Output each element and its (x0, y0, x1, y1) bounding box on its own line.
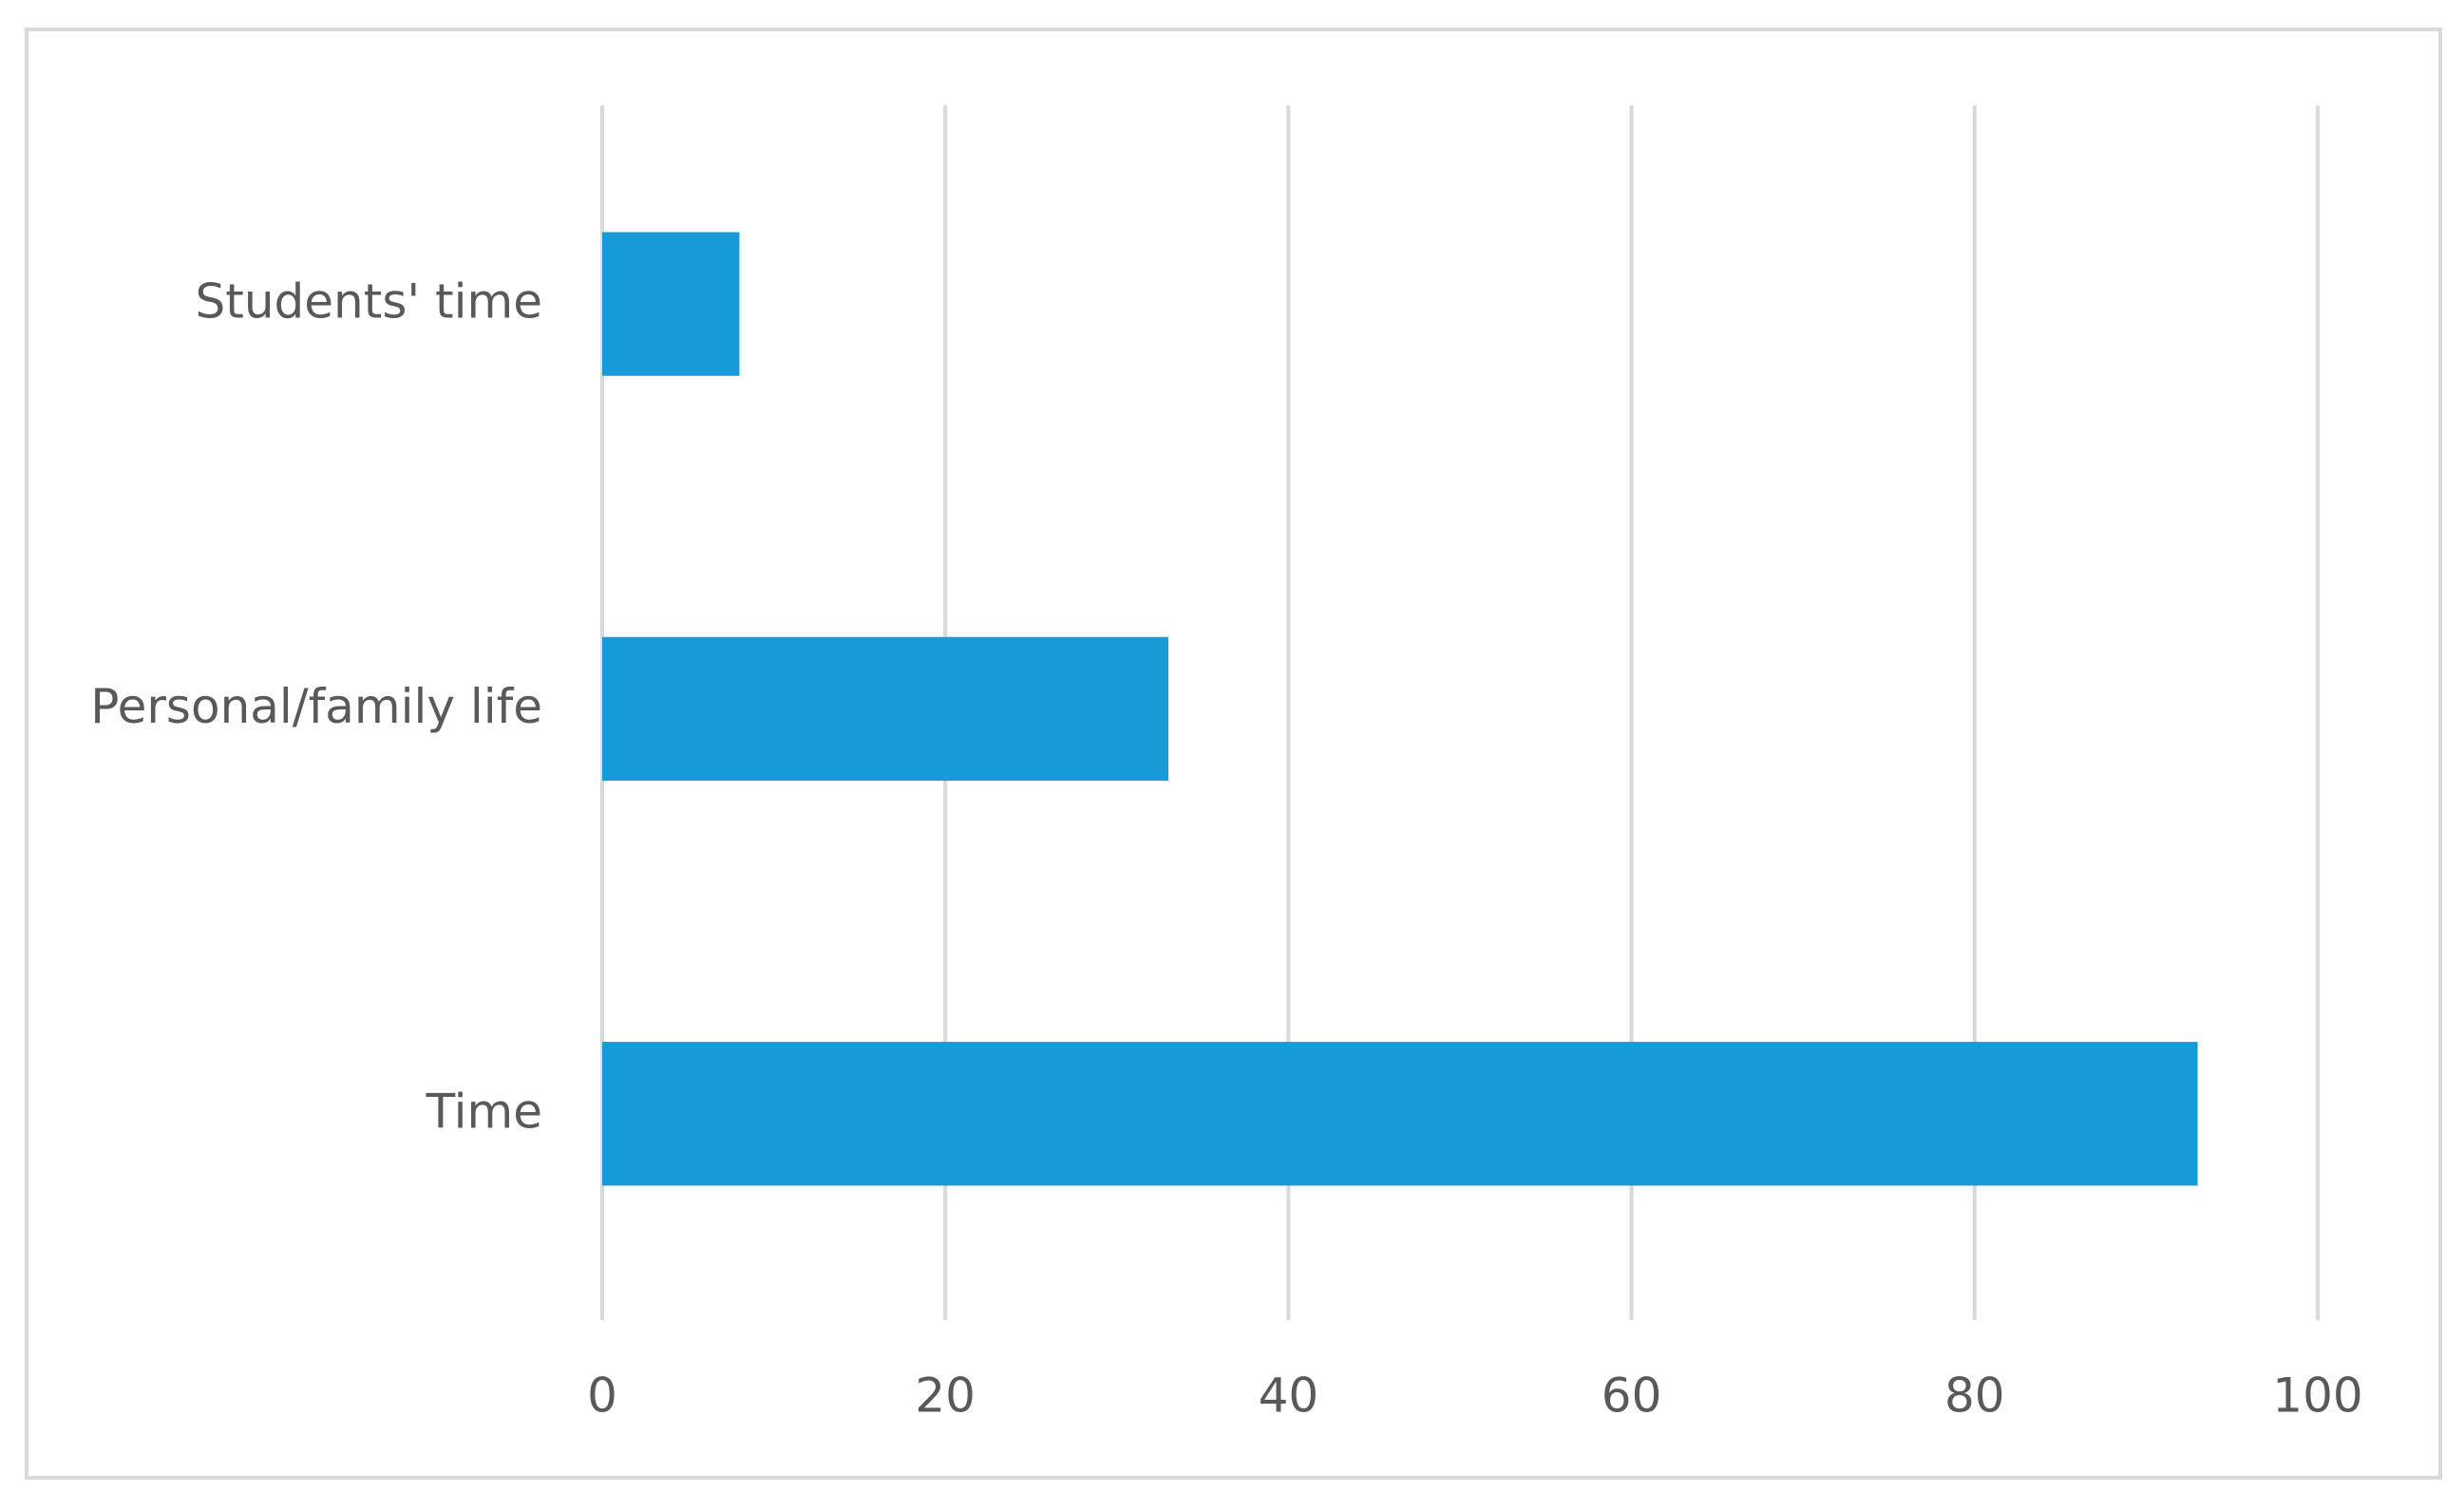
x-tick-label: 40 (1259, 1368, 1319, 1424)
x-tick-label: 60 (1602, 1368, 1662, 1424)
bar (602, 1042, 2198, 1186)
y-tick-label: Personal/family life (90, 679, 542, 734)
bar (602, 636, 1168, 782)
chart-frame (25, 28, 2442, 1480)
x-tick-label: 0 (587, 1368, 617, 1424)
x-tick-label: 100 (2272, 1368, 2362, 1424)
x-tick-label: 80 (1944, 1368, 2005, 1424)
y-tick-label: Students' time (196, 274, 542, 330)
y-tick-label: Time (426, 1084, 542, 1139)
bar (602, 232, 740, 376)
x-tick-label: 20 (915, 1368, 976, 1424)
